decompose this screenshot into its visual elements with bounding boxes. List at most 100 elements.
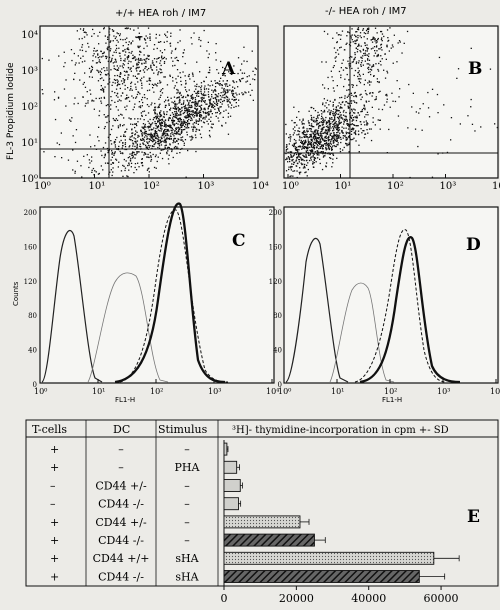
dot-event [317, 134, 319, 136]
dot-event [72, 169, 74, 171]
dot-event [149, 135, 151, 137]
dot-event [160, 110, 162, 112]
dot-event [324, 136, 327, 138]
dot-event [126, 70, 128, 72]
dot-event [130, 43, 132, 45]
dot-event [146, 156, 148, 158]
dot-event [154, 108, 156, 110]
dot-event [186, 111, 189, 113]
dot-event [312, 156, 314, 158]
dot-event [333, 123, 336, 125]
dot-event [130, 118, 132, 120]
histogram-y-tick: 200 [269, 209, 282, 217]
dot-event [377, 119, 379, 121]
dot-event [120, 59, 122, 62]
dot-event [220, 112, 222, 114]
dot-event [328, 147, 330, 149]
dot-event [136, 140, 139, 142]
dot-event [355, 95, 357, 97]
dot-event [118, 47, 120, 49]
dot-event [127, 164, 129, 167]
dot-event [184, 107, 186, 109]
dot-event [403, 42, 405, 44]
dot-event [304, 163, 306, 166]
dot-event [310, 114, 312, 117]
dot-event [220, 77, 222, 79]
dot-event [297, 149, 299, 151]
dot-event [196, 91, 199, 93]
dot-event [322, 124, 324, 126]
dot-event [167, 99, 170, 101]
dot-event [104, 126, 106, 128]
dot-event [174, 116, 176, 118]
dot-event [311, 151, 313, 153]
dot-event [158, 140, 160, 142]
dot-event [386, 95, 388, 97]
dot-event [380, 55, 382, 57]
dot-event [353, 74, 355, 77]
dot-event [164, 145, 166, 147]
dot-event [245, 92, 247, 94]
dot-event [299, 146, 301, 148]
dot-event [211, 106, 213, 108]
dot-event [306, 147, 308, 149]
dot-event [367, 114, 369, 116]
dot-event [159, 82, 161, 84]
dot-event [337, 131, 339, 133]
dot-event [150, 156, 152, 158]
dot-event [145, 146, 147, 148]
dot-event [350, 116, 352, 118]
dot-event [381, 49, 383, 51]
dot-event [345, 137, 347, 139]
dot-event [443, 104, 445, 106]
dot-event [81, 37, 83, 40]
dot-event [218, 109, 220, 111]
dot-event [134, 118, 136, 120]
dot-event [127, 62, 129, 65]
dot-event [414, 128, 417, 130]
dot-event [132, 108, 134, 111]
dot-event [366, 94, 368, 96]
dot-event [360, 36, 362, 39]
dot-event [156, 117, 158, 119]
dot-event [116, 65, 118, 67]
dot-event [143, 37, 146, 40]
dot-event [190, 111, 192, 113]
dot-event [312, 144, 314, 146]
dot-event [227, 90, 229, 92]
dot-event [357, 71, 360, 74]
dot-event [154, 122, 156, 125]
dot-event [97, 80, 100, 82]
dot-event [131, 95, 133, 97]
dot-event [252, 70, 254, 72]
dot-event [101, 77, 103, 79]
dot-event [344, 95, 346, 97]
dot-event [151, 140, 153, 142]
dot-event [177, 138, 179, 140]
dot-event [221, 103, 223, 105]
dot-event [176, 59, 178, 61]
dot-event [314, 130, 316, 132]
dot-event [127, 175, 129, 178]
dot-event [134, 140, 136, 143]
dot-event [333, 47, 336, 49]
dot-event [372, 64, 375, 66]
dot-event [322, 128, 324, 130]
table-cell-dc: CD44 +/+ [93, 552, 150, 565]
dot-event [175, 103, 177, 106]
dot-event [335, 113, 337, 115]
dot-event [179, 29, 181, 31]
dot-event [302, 127, 304, 129]
dot-event [114, 68, 117, 70]
dot-event [196, 109, 198, 111]
dot-event [164, 123, 166, 125]
dot-event [342, 135, 344, 137]
dot-event [376, 45, 378, 47]
dot-event [118, 161, 120, 163]
dot-event [313, 119, 315, 121]
dot-event [297, 156, 299, 158]
dot-event [339, 107, 341, 109]
dot-event [140, 130, 143, 133]
table-cell-tcells: – [50, 498, 56, 511]
dot-event [237, 86, 239, 88]
